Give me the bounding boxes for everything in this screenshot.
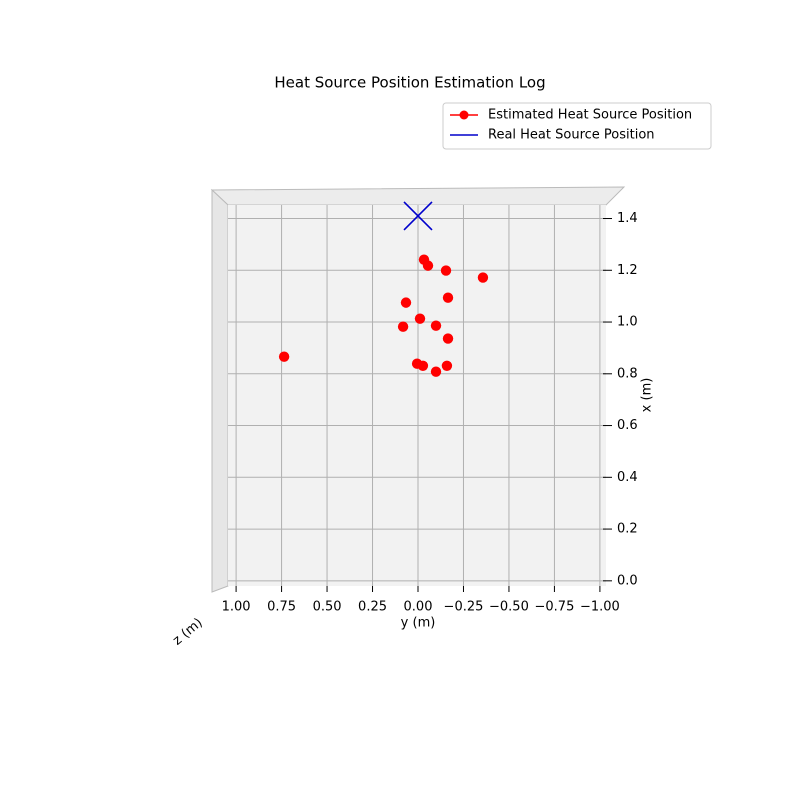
x-tick-label: 0.50 [313, 600, 342, 615]
x-tick-label: 0.75 [267, 600, 296, 615]
data-point [442, 333, 454, 344]
y-tick-label: 1.2 [617, 263, 638, 278]
data-point [403, 201, 433, 231]
data-point [430, 320, 442, 331]
y-tick-label: 1.0 [617, 315, 638, 330]
y-axis-label: x (m) [640, 378, 655, 413]
data-point [442, 292, 454, 303]
y-tick-label: 0.8 [617, 366, 638, 381]
y-tick-label: 0.0 [617, 573, 638, 588]
data-point [414, 313, 426, 324]
x-axis-label: y (m) [401, 616, 436, 631]
y-tick-label: 1.4 [617, 211, 638, 226]
legend-label: Real Heat Source Position [488, 128, 655, 143]
data-point [278, 351, 290, 362]
chart-title: Heat Source Position Estimation Log [274, 74, 545, 92]
top-pane [210, 186, 626, 206]
data-point [441, 360, 453, 371]
x-tick-label: 1.00 [222, 600, 251, 615]
x-tick-label: 0.00 [404, 600, 433, 615]
data-point [430, 366, 442, 377]
y-tick-label: 0.6 [617, 418, 638, 433]
x-tick-label: 0.25 [358, 600, 387, 615]
data-point [422, 260, 434, 271]
data-point [440, 265, 452, 276]
x-tick-label: −0.75 [535, 600, 575, 615]
back-pane [228, 205, 606, 586]
y-tick-label: 0.4 [617, 470, 638, 485]
data-point [417, 360, 429, 371]
side-pane [211, 188, 229, 593]
data-point [477, 272, 489, 283]
data-point [397, 321, 409, 332]
legend-label: Estimated Heat Source Position [488, 108, 692, 123]
x-tick-label: −0.50 [489, 600, 529, 615]
x-tick-label: −1.00 [580, 600, 620, 615]
y-tick-label: 0.2 [617, 522, 638, 537]
legend [442, 102, 712, 150]
x-tick-label: −0.25 [444, 600, 484, 615]
data-point [400, 297, 412, 308]
legend-marker [459, 110, 469, 120]
